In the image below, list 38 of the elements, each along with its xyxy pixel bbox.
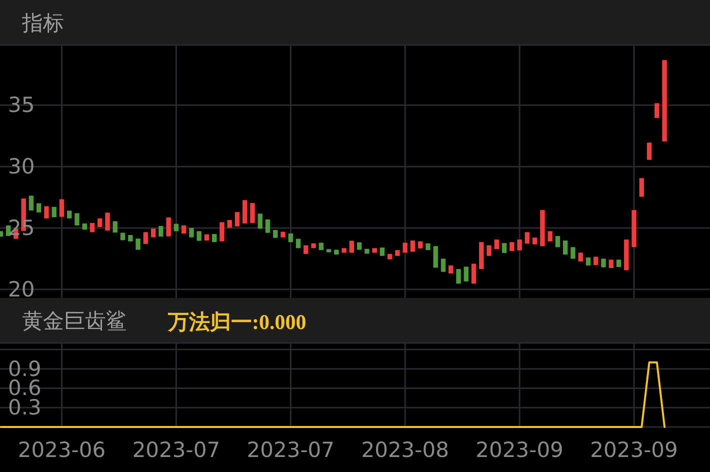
chart-title: 黄金巨齿鲨 xyxy=(22,309,127,333)
candlestick xyxy=(74,212,80,226)
y-tick-label: 35 xyxy=(8,93,35,118)
text: 万法归一:0.000 xyxy=(167,310,306,334)
candlestick xyxy=(166,216,171,237)
x-tick-label: 2023-09 xyxy=(590,438,678,462)
candlestick xyxy=(517,239,522,251)
x-tick-label: 2023-07 xyxy=(246,438,335,462)
candlestick xyxy=(639,178,644,198)
candlestick xyxy=(242,200,248,224)
candlestick xyxy=(440,258,446,272)
candlestick xyxy=(44,206,49,219)
candlestick xyxy=(646,142,652,160)
candlestick xyxy=(548,230,552,242)
x-tick-label: 2023-09 xyxy=(476,438,564,462)
candlestick xyxy=(220,222,224,242)
candlestick xyxy=(143,232,148,244)
chart-title: 指标 xyxy=(21,11,64,35)
candlestick xyxy=(502,242,507,254)
candlestick xyxy=(105,212,110,232)
candlestick xyxy=(433,246,438,268)
candlestick xyxy=(250,202,255,224)
candlestick xyxy=(471,263,476,284)
candlestick xyxy=(464,266,469,282)
candlestick xyxy=(59,198,64,218)
x-tick-label: 2023-08 xyxy=(361,438,449,462)
candlestick xyxy=(28,195,34,211)
x-tick-label: 2023-06 xyxy=(18,438,106,462)
candlestick xyxy=(562,240,568,256)
y-tick-label: 30 xyxy=(8,154,35,179)
x-tick-label: 2023-07 xyxy=(132,438,220,462)
candlestick xyxy=(234,212,240,227)
candlestick xyxy=(456,268,461,284)
candlestick xyxy=(196,230,202,242)
candlestick xyxy=(258,213,262,230)
y-tick-label: 20 xyxy=(8,277,35,302)
candlestick xyxy=(265,218,270,234)
candlestick xyxy=(654,102,660,118)
